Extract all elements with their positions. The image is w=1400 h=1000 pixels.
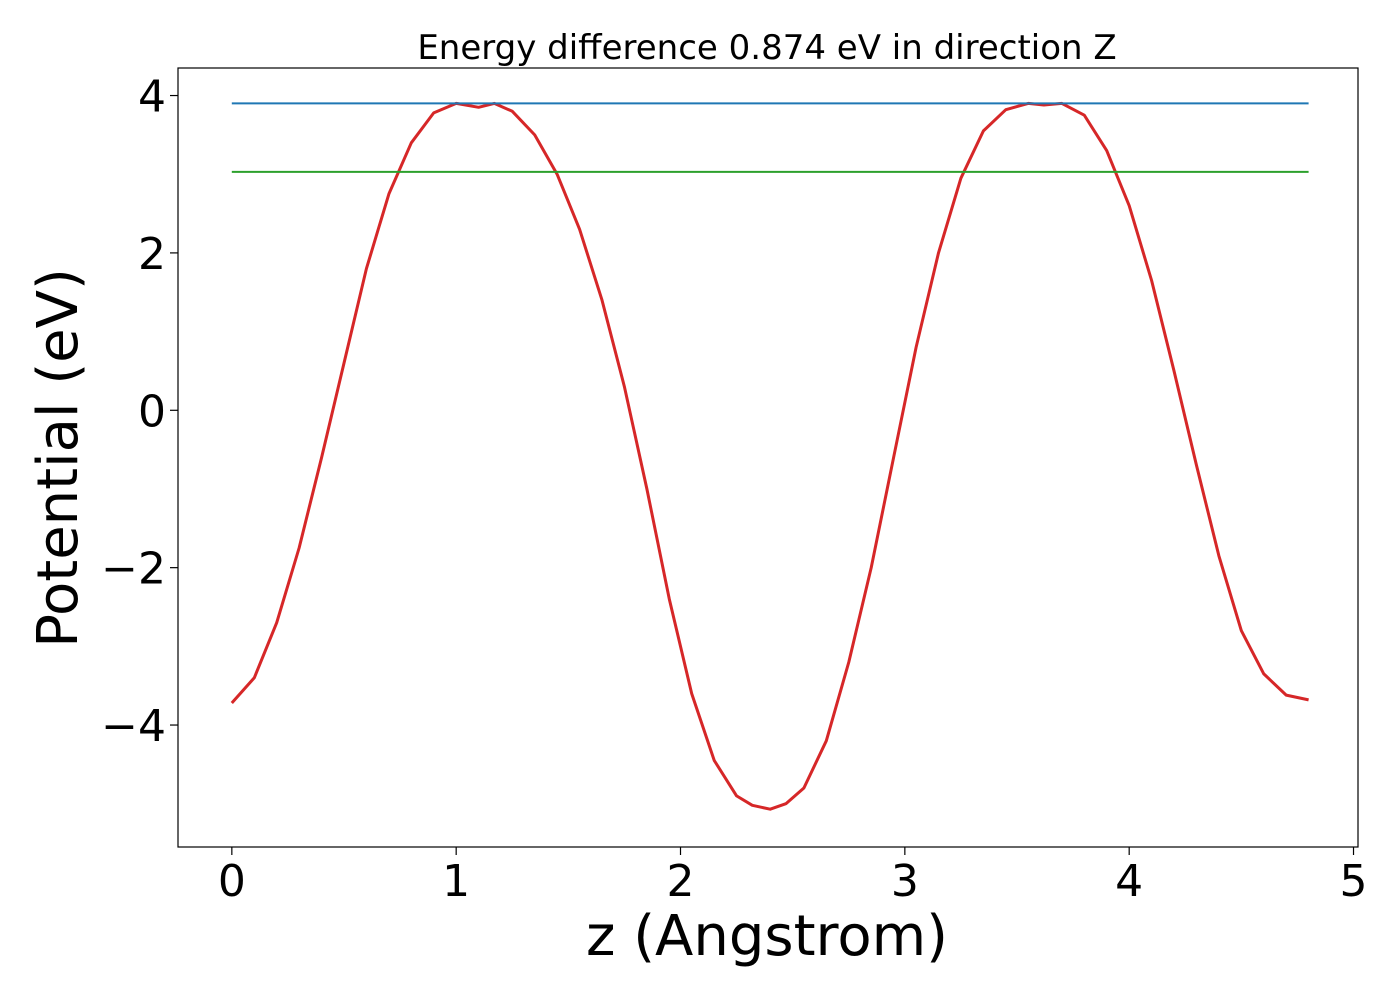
x-axis-label: z (Angstrom): [586, 904, 948, 969]
y-tick-label: 4: [138, 72, 166, 123]
series-layer: [230, 101, 1309, 811]
y-tick-label: 0: [138, 386, 166, 437]
series-line-potential: [230, 101, 1309, 811]
x-tick-label: 2: [667, 856, 695, 907]
y-tick-label: 2: [138, 229, 166, 280]
x-tick-label: 4: [1115, 856, 1143, 907]
y-axis: −4 −2 0 2 4: [101, 72, 178, 752]
plot-frame: [177, 67, 1359, 848]
x-axis: 0 1 2 3 4 5: [218, 847, 1368, 907]
chart-title: Energy difference 0.874 eV in direction …: [417, 28, 1116, 68]
y-tick-label: −4: [101, 701, 166, 752]
x-tick-label: 5: [1340, 856, 1368, 907]
x-tick-label: 0: [218, 856, 246, 907]
x-tick-label: 3: [891, 856, 919, 907]
y-axis-label: Potential (eV): [26, 268, 91, 648]
x-tick-label: 1: [442, 856, 470, 907]
y-tick-label: −2: [101, 544, 166, 595]
